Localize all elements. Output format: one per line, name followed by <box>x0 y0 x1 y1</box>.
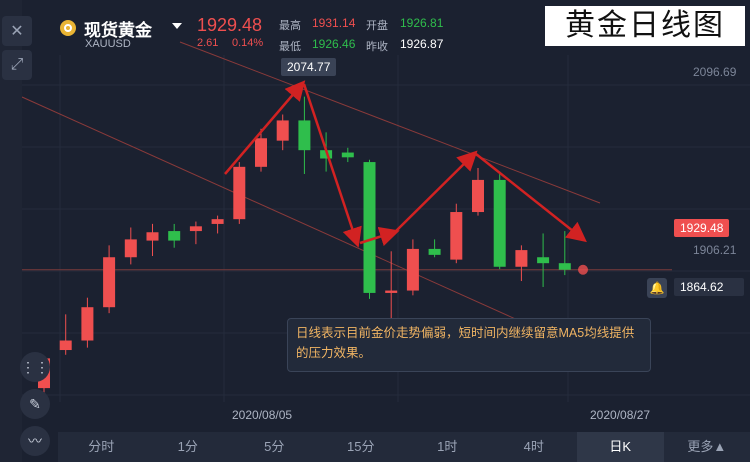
candle-body <box>385 290 398 293</box>
candle-body <box>146 232 159 241</box>
low-value: 1926.46 <box>312 37 356 51</box>
tab-4h[interactable]: 4时 <box>523 439 544 454</box>
trend-arrow <box>224 80 306 175</box>
chevron-down-icon[interactable] <box>172 23 182 29</box>
tab-5m[interactable]: 5分 <box>264 439 285 454</box>
prev-close-value: 1926.87 <box>400 37 444 51</box>
draw-icon[interactable]: ✎ <box>20 389 50 419</box>
candle-body <box>255 138 267 167</box>
tab-more[interactable]: 更多▲ <box>687 439 727 454</box>
candle-body <box>472 179 484 213</box>
candle-body <box>363 162 376 293</box>
candle-body <box>276 120 289 141</box>
timeframe-tabs: 分时 1分 5分 15分 1时 4时 日K 更多▲ <box>58 432 750 462</box>
candle-body <box>515 250 528 267</box>
candle-body <box>320 150 333 159</box>
candle-body <box>81 307 94 341</box>
chart-type-icon[interactable]: 〰 <box>20 426 50 456</box>
last-price: 1929.48 <box>197 15 263 35</box>
prev-close-label: 昨收 <box>366 41 388 53</box>
annotation-note: 日线表示目前金价走势偏弱，短时间内继续留意MA5均线提供的压力效果。 <box>287 318 651 372</box>
right-top-price: 2096.69 <box>693 65 737 79</box>
right-mid-price: 1906.21 <box>693 243 737 257</box>
candle-body <box>558 263 571 270</box>
candle-body <box>233 166 246 220</box>
gold-coin-icon <box>60 20 76 36</box>
tab-daily[interactable]: 日K <box>577 432 664 462</box>
candle-body <box>406 248 419 291</box>
trend-arrow <box>302 83 362 248</box>
price-change: 2.61 <box>197 37 219 49</box>
open-label: 开盘 <box>366 20 388 32</box>
trend-arrow <box>359 226 400 247</box>
trend-arrow <box>475 153 587 243</box>
tab-1m[interactable]: 1分 <box>177 439 198 454</box>
alert-price-tag[interactable]: 1864.62 <box>674 278 744 296</box>
candle-body <box>428 248 441 255</box>
candle-body <box>59 340 72 351</box>
low-label: 最低 <box>279 41 301 53</box>
tab-15m[interactable]: 15分 <box>347 439 375 454</box>
price-change-pct: 0.14% <box>232 37 264 49</box>
instrument-symbol: XAUUSD <box>85 38 131 50</box>
high-value: 1931.14 <box>312 16 356 30</box>
candle-body <box>298 120 311 151</box>
banner-title: 黄金日线图 <box>545 6 745 46</box>
expand-icon[interactable]: ⤢ <box>2 50 32 80</box>
open-value: 1926.81 <box>400 16 444 30</box>
current-price-dot <box>578 264 588 275</box>
tab-1min-line[interactable]: 分时 <box>88 439 115 454</box>
current-price-tag: 1929.48 <box>674 219 730 237</box>
trend-arrow <box>394 150 478 233</box>
channel-line-upper <box>179 41 601 204</box>
instrument-title[interactable]: 现货黄金 <box>84 21 152 40</box>
close-icon[interactable]: ✕ <box>2 16 32 46</box>
left-rail <box>0 0 22 462</box>
tab-1h[interactable]: 1时 <box>437 439 458 454</box>
bell-icon[interactable]: 🔔 <box>647 278 667 298</box>
candle-body <box>493 179 506 267</box>
peak-price-tag: 2074.77 <box>281 58 337 76</box>
channel-line-lower <box>21 96 601 358</box>
candle-body <box>103 257 116 308</box>
date-label-1: 2020/08/05 <box>232 408 293 422</box>
candle-body <box>124 239 137 258</box>
high-label: 最高 <box>279 20 301 32</box>
candle-body <box>168 231 181 241</box>
candle-body <box>450 212 463 260</box>
candle-body <box>211 219 224 224</box>
date-label-2: 2020/08/27 <box>590 408 651 422</box>
candle-body <box>189 226 202 232</box>
indicator-icon[interactable]: ⋮⋮ <box>20 352 50 382</box>
candle-body <box>537 257 550 264</box>
candle-body <box>341 152 354 158</box>
